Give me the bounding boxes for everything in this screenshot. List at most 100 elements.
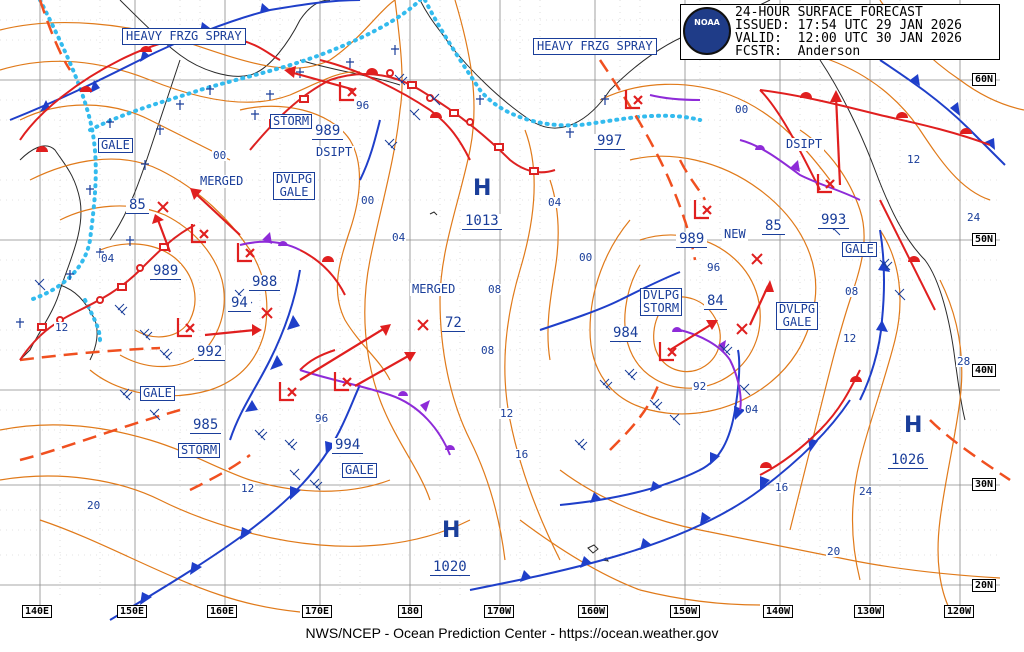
isobar-label: 24 [858,485,874,498]
isobar-label: 04 [100,252,116,265]
isobar-label: 08 [480,344,496,357]
isobar-label: 00 [360,194,376,207]
high-pressure-south: 1020 [430,560,470,576]
isobar-label: 00 [212,149,228,162]
isobar-label: 96 [706,261,722,274]
low-pressure-992: 992 [194,345,226,361]
latitude-label: 50N [972,233,997,246]
isobar-label: 16 [774,481,790,494]
low-pressure-997: 997 [594,134,626,150]
low-pressure-85-west: 85 [126,198,149,214]
warning-dvlpg-gale-east: DVLPG GALE [776,302,819,330]
longitude-label: 130W [854,605,885,618]
low-pressure-989-east: 989 [676,232,708,248]
low-pressure-984: 984 [610,326,642,342]
valid-time: VALID: 12:00 UTC 30 JAN 2026 [735,31,962,46]
isobar-label: 12 [906,153,922,166]
low-pressure-989-north: 989 [312,124,344,140]
footer-credit: NWS/NCEP - Ocean Prediction Center - htt… [305,625,719,641]
note-dsipt-east: DSIPT [784,137,825,151]
longitude-label: 140W [763,605,794,618]
isobar-label: 20 [86,499,102,512]
warning-heavy-frzg-spray-east: HEAVY FRZG SPRAY [533,38,657,55]
warning-gale-west: GALE [140,386,175,401]
forecast-title: 24-HOUR SURFACE FORECAST [735,5,923,20]
low-pressure-94: 94 [228,296,251,312]
warning-gale-nw: GALE [98,138,133,153]
header-lines: 24-HOUR SURFACE FORECAST ISSUED: 17:54 UT… [735,6,962,58]
forecaster: FCSTR: Anderson [735,44,861,59]
isobar-label: 08 [844,285,860,298]
longitude-label: 150E [117,605,148,618]
note-new: NEW [722,227,748,241]
isobar-label: 12 [499,407,515,420]
high-center-east: H [904,413,923,438]
noaa-logo: NOAA [683,7,731,55]
warning-gale-east: GALE [842,242,877,257]
longitude-label: 170E [302,605,333,618]
latitude-label: 60N [972,73,997,86]
warning-gale-central: GALE [342,463,377,478]
isobar-label: 20 [826,545,842,558]
low-pressure-993: 993 [818,213,850,229]
isobar-label: 16 [514,448,530,461]
warning-storm-north: STORM [270,114,313,129]
chart-header: NOAA 24-HOUR SURFACE FORECAST ISSUED: 17:… [680,4,1000,60]
note-dsipt-north: DSIPT [314,145,355,159]
isobar-label: 96 [314,412,330,425]
noaa-logo-text: NOAA [694,18,720,27]
isobar-label: 00 [578,251,594,264]
warning-heavy-frzg-spray-west: HEAVY FRZG SPRAY [122,28,246,45]
isobar-label: 12 [842,332,858,345]
longitude-label: 120W [944,605,975,618]
low-pressure-989-west: 989 [150,264,182,280]
warning-storm-west: STORM [178,443,221,458]
low-pressure-985: 985 [190,418,222,434]
longitude-label: 140E [22,605,53,618]
low-markers [176,82,835,402]
isobar-label: 12 [54,321,70,334]
latitude-label: 30N [972,478,997,491]
warm-fronts [19,35,991,476]
cold-front-triangles [40,3,995,605]
high-center-south: H [442,518,461,543]
warning-dvlpg-storm: DVLPG STORM [640,288,683,316]
note-merged-west: MERGED [198,174,246,188]
isobar-label: 24 [966,211,982,224]
longitude-label: 160W [578,605,609,618]
low-pressure-85-east: 85 [762,219,785,235]
isobar-label: 28 [956,355,972,368]
longitude-label: 150W [670,605,701,618]
issued-time: ISSUED: 17:54 UTC 29 JAN 2026 [735,18,962,33]
isobar-label: 04 [391,231,407,244]
high-pressure-east: 1026 [888,453,928,469]
isobar-label: 12 [240,482,256,495]
note-merged-central: MERGED [410,282,458,296]
isobar-label: 04 [547,196,563,209]
high-center-north: H [473,176,492,201]
longitude-label: 170W [484,605,515,618]
ice-symbols [16,45,609,328]
wind-barbs [34,73,906,491]
warning-dvlpg-gale-north: DVLPG GALE [273,172,316,200]
low-pressure-84: 84 [704,294,727,310]
high-pressure-north: 1013 [462,214,502,230]
isobar-label: 96 [355,99,371,112]
latitude-label: 40N [972,364,997,377]
arrow-heads [152,66,842,362]
latitude-label: 20N [972,579,997,592]
ice-edge [28,0,702,342]
low-pressure-994: 994 [332,438,364,454]
x-markers [157,201,763,335]
motion-arrows [156,70,842,387]
longitude-label: 160E [207,605,238,618]
isobar-label: 08 [487,283,503,296]
low-pressure-72: 72 [442,316,465,332]
low-pressure-988: 988 [249,275,281,291]
isobar-label: 00 [734,103,750,116]
isobar-label: 04 [744,403,760,416]
isobar-label: 92 [692,380,708,393]
occluded-symbols [262,145,800,450]
